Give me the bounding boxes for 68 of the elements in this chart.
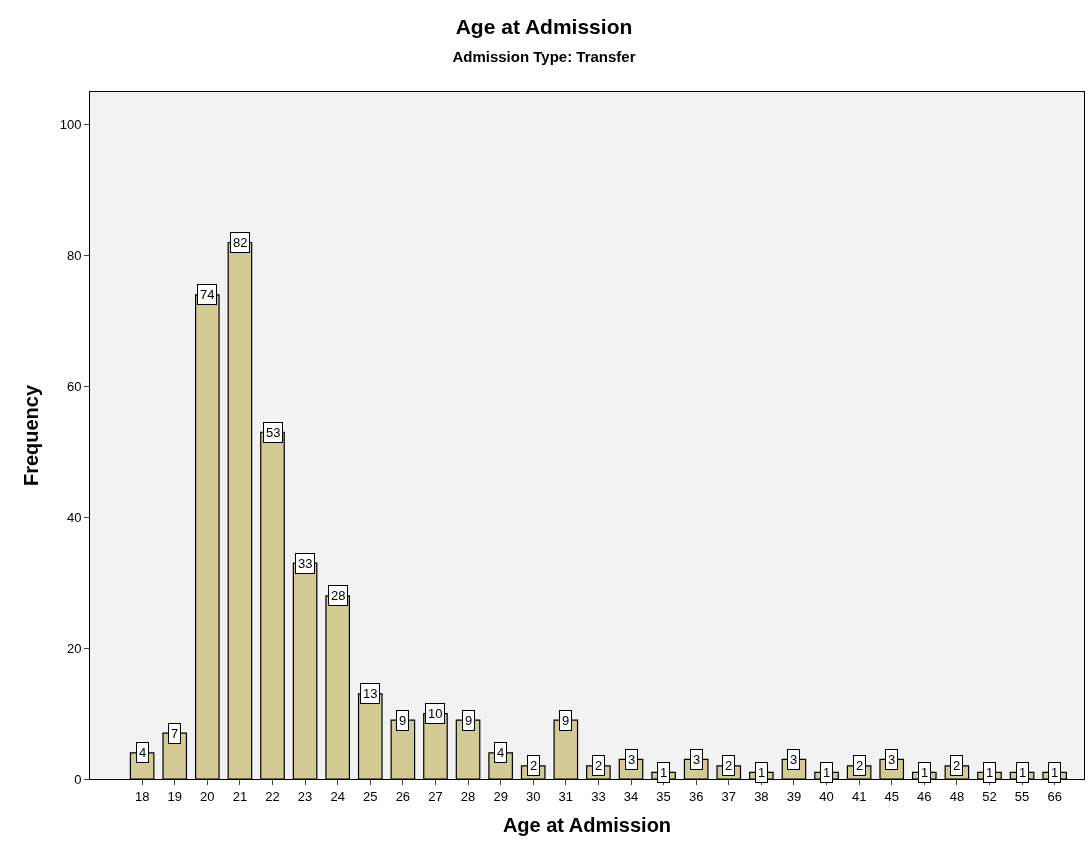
x-tick-label: 20: [200, 788, 215, 804]
data-label: 1: [986, 765, 994, 780]
data-label: 74: [200, 287, 215, 302]
x-tick-label: 28: [460, 788, 476, 804]
chart-title: Age at Admission: [455, 15, 633, 39]
x-tick-label: 48: [949, 788, 965, 804]
y-tick-label: 100: [59, 117, 82, 133]
data-label: 2: [595, 758, 603, 773]
data-label: 9: [399, 713, 407, 728]
data-label: 2: [953, 758, 961, 773]
data-label: 1: [921, 765, 929, 780]
x-tick-label: 24: [330, 788, 345, 804]
x-tick-label: 34: [623, 788, 639, 804]
data-label: 3: [790, 752, 798, 767]
y-tick-label: 40: [66, 509, 82, 525]
y-axis-title: Frequency: [20, 384, 43, 487]
x-tick-label: 25: [363, 788, 378, 804]
y-tick-label: 0: [74, 771, 82, 787]
x-tick-label: 31: [558, 788, 574, 804]
data-label: 7: [171, 726, 179, 741]
x-axis-title: Age at Admission: [502, 814, 672, 837]
x-tick-label: 39: [786, 788, 802, 804]
data-label: 82: [233, 235, 248, 250]
x-tick-label: 19: [167, 788, 182, 804]
data-label: 1: [660, 765, 668, 780]
data-label: 3: [628, 752, 636, 767]
data-label: 53: [266, 425, 281, 440]
y-tick-label: 20: [66, 640, 82, 656]
data-label: 9: [465, 713, 473, 728]
data-label: 4: [497, 745, 505, 760]
data-label: 2: [856, 758, 864, 773]
x-tick-label: 66: [1047, 788, 1062, 804]
data-label: 2: [530, 758, 538, 773]
x-tick-label: 52: [982, 788, 997, 804]
x-tick-label: 29: [493, 788, 508, 804]
x-tick-label: 55: [1014, 788, 1030, 804]
x-tick-label: 33: [591, 788, 606, 804]
x-tick-label: 21: [232, 788, 248, 804]
x-tick-label: 27: [428, 788, 443, 804]
data-label: 3: [693, 752, 701, 767]
data-label: 1: [823, 765, 831, 780]
data-label: 10: [428, 706, 443, 721]
y-tick-label: 60: [66, 378, 82, 394]
x-tick-label: 18: [134, 788, 150, 804]
x-tick-label: 37: [721, 788, 736, 804]
data-label: 1: [758, 765, 766, 780]
data-label: 1: [1051, 765, 1059, 780]
data-label: 33: [298, 556, 313, 571]
data-label: 9: [562, 713, 570, 728]
x-tick-label: 41: [851, 788, 867, 804]
x-tick-label: 26: [395, 788, 411, 804]
x-tick-label: 45: [884, 788, 899, 804]
x-tick-label: 22: [265, 788, 280, 804]
data-label: 2: [725, 758, 733, 773]
data-label: 28: [331, 588, 346, 603]
data-label: 3: [888, 752, 896, 767]
chart-subtitle: Admission Type: Transfer: [452, 47, 636, 65]
data-label: 4: [139, 745, 147, 760]
x-tick-label: 23: [297, 788, 313, 804]
x-tick-label: 35: [656, 788, 671, 804]
x-tick-label: 38: [754, 788, 769, 804]
x-tick-label: 40: [819, 788, 834, 804]
data-label: 1: [1019, 765, 1027, 780]
data-label: 13: [363, 686, 378, 701]
x-tick-label: 36: [688, 788, 704, 804]
y-tick-label: 80: [66, 248, 82, 264]
x-tick-label: 30: [526, 788, 541, 804]
x-tick-label: 46: [917, 788, 932, 804]
